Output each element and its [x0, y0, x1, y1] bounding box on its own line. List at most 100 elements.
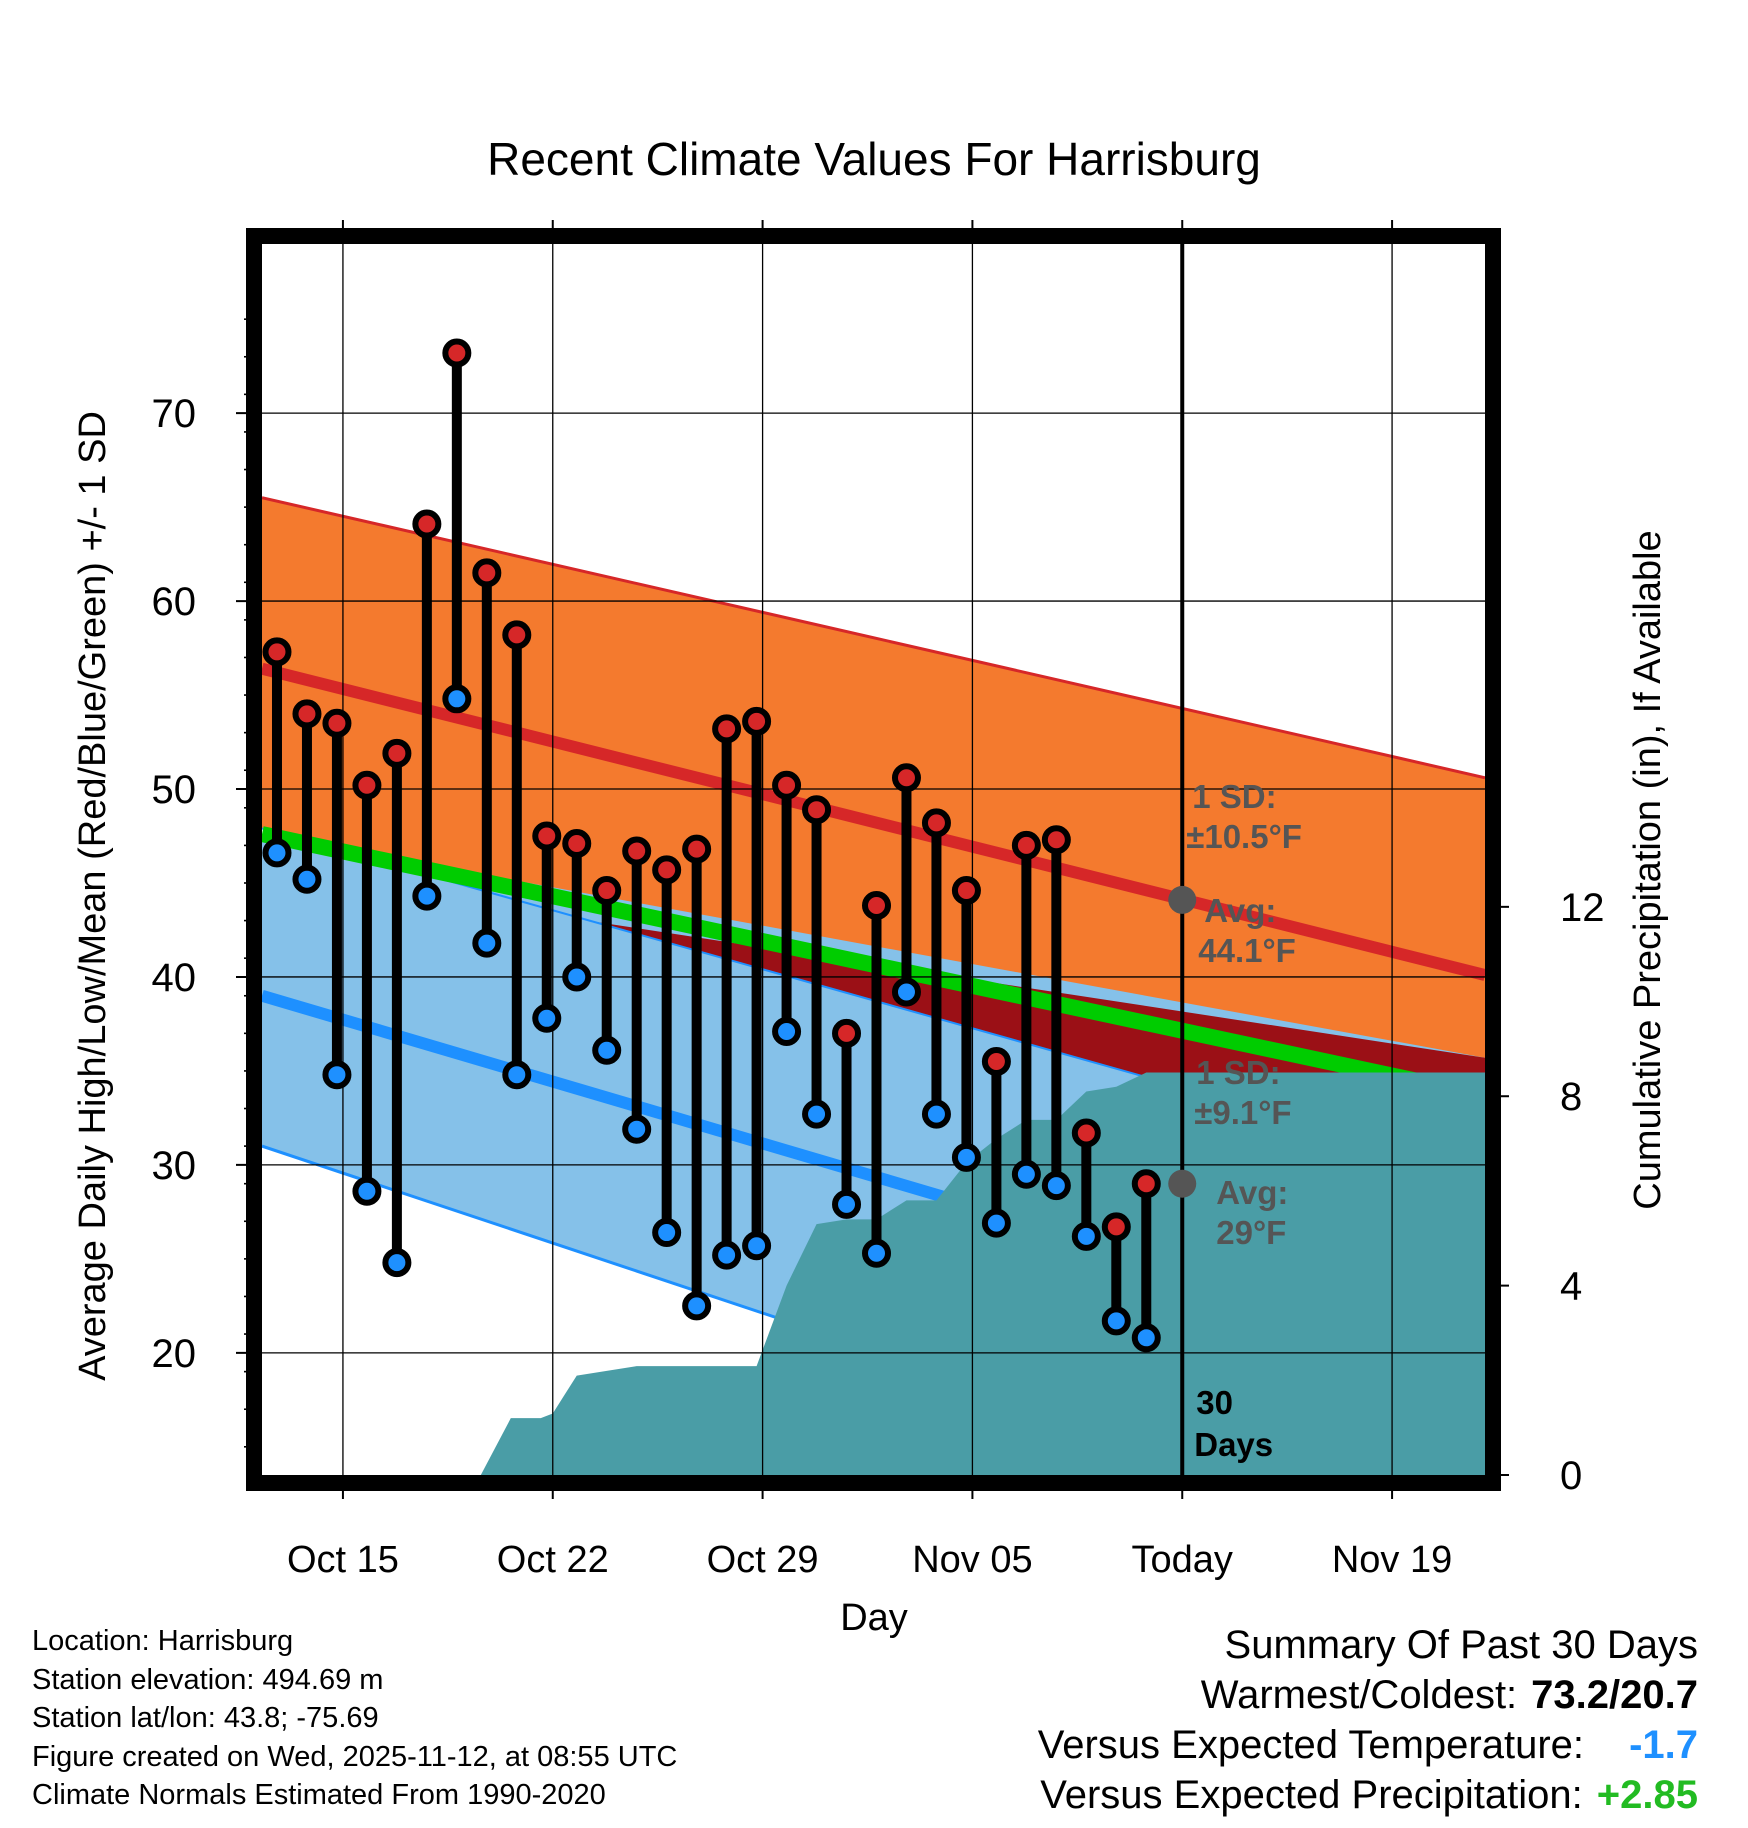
annotation-high-avg-label: Avg: — [1204, 892, 1276, 929]
x-tick-label: Oct 15 — [287, 1539, 399, 1581]
today-low-marker — [1168, 1169, 1197, 1198]
daily-high-point — [322, 708, 352, 738]
daily-low-point — [832, 1189, 862, 1219]
daily-high-point — [712, 714, 742, 744]
summary-title: Summary Of Past 30 Days — [1224, 1623, 1698, 1667]
daily-high-point — [832, 1018, 862, 1048]
station-info: Location: Harrisburg Station elevation: … — [32, 1622, 677, 1815]
daily-high-point — [921, 808, 951, 838]
daily-low-point — [1041, 1171, 1071, 1201]
daily-high-point — [891, 763, 921, 793]
y-tick-label: 70 — [152, 392, 197, 436]
today-high-marker — [1168, 885, 1197, 914]
y-tick-label: 50 — [152, 768, 197, 812]
daily-low-point — [981, 1208, 1011, 1238]
info-normals: Climate Normals Estimated From 1990-2020 — [32, 1779, 606, 1811]
daily-low-point — [292, 864, 322, 894]
daily-high-point — [802, 795, 832, 825]
daily-low-point — [1071, 1221, 1101, 1251]
daily-high-point — [861, 891, 891, 921]
y2-tick-label: 12 — [1560, 886, 1605, 930]
warm-cold-value: 73.2/20.7 — [1531, 1673, 1698, 1717]
normal-high-line — [262, 662, 1485, 981]
summary-panel: Summary Of Past 30 Days Warmest/Coldest:… — [1038, 1620, 1698, 1820]
daily-low-point — [951, 1142, 981, 1172]
daily-high-point — [292, 699, 322, 729]
daily-low-point — [532, 1003, 562, 1033]
precip-anomaly-label: Versus Expected Precipitation: — [1040, 1773, 1583, 1817]
daily-low-point — [472, 928, 502, 958]
daily-high-point — [1071, 1118, 1101, 1148]
annotation-days-label: Days — [1194, 1426, 1273, 1463]
temp-anomaly-value: -1.7 — [1629, 1723, 1698, 1767]
daily-high-point — [502, 620, 532, 650]
daily-high-point — [981, 1047, 1011, 1077]
info-elevation: Station elevation: 494.69 m — [32, 1663, 384, 1696]
annotation-days-count: 30 — [1196, 1384, 1233, 1421]
daily-high-point — [532, 821, 562, 851]
daily-high-point — [442, 338, 472, 368]
y-axis-label: Average Daily High/Low/Mean (Red/Blue/Gr… — [72, 411, 114, 1381]
daily-low-point — [592, 1035, 622, 1065]
chart-title: Recent Climate Values For Harrisburg — [487, 133, 1261, 185]
daily-low-point — [1101, 1306, 1131, 1336]
daily-high-point — [562, 829, 592, 859]
y-tick-label: 20 — [152, 1332, 197, 1376]
daily-high-point — [951, 876, 981, 906]
annotation-low-avg-label: Avg: — [1216, 1174, 1288, 1211]
precip-area — [480, 1072, 1485, 1475]
daily-low-point — [382, 1248, 412, 1278]
daily-low-point — [442, 684, 472, 714]
annotation-low-avg-value: 29°F — [1216, 1214, 1286, 1251]
x-axis-label: Day — [840, 1597, 908, 1639]
daily-low-point — [712, 1240, 742, 1270]
y2-tick-label: 4 — [1560, 1265, 1582, 1309]
daily-low-point — [262, 838, 292, 868]
daily-low-point — [921, 1099, 951, 1129]
daily-high-point — [652, 855, 682, 885]
daily-low-point — [322, 1060, 352, 1090]
precip-anomaly-value: +2.85 — [1596, 1773, 1698, 1817]
daily-high-point — [262, 637, 292, 667]
daily-high-point — [682, 834, 712, 864]
daily-high-point — [772, 770, 802, 800]
daily-low-point — [652, 1218, 682, 1248]
daily-low-point — [1131, 1323, 1161, 1353]
warm-cold-label: Warmest/Coldest: — [1200, 1673, 1518, 1717]
annotation-low-sd-value: ±9.1°F — [1194, 1094, 1291, 1131]
daily-low-point — [502, 1060, 532, 1090]
x-tick-label: Today — [1132, 1539, 1233, 1581]
high-upper-edge — [262, 496, 1485, 780]
annotation-high-avg-value: 44.1°F — [1198, 932, 1296, 969]
annotation-high-sd-value: ±10.5°F — [1186, 818, 1302, 855]
daily-low-point — [682, 1291, 712, 1321]
info-created: Figure created on Wed, 2025-11-12, at 08… — [32, 1740, 678, 1773]
daily-high-point — [472, 558, 502, 588]
daily-low-point — [412, 881, 442, 911]
daily-low-point — [891, 977, 921, 1007]
info-location: Location: Harrisburg — [32, 1625, 294, 1657]
daily-low-point — [861, 1238, 891, 1268]
daily-high-point — [352, 770, 382, 800]
y-tick-label: 30 — [152, 1144, 197, 1188]
annotation-high-sd-label: 1 SD: — [1192, 778, 1276, 815]
daily-high-point — [592, 876, 622, 906]
temp-anomaly-label: Versus Expected Temperature: — [1037, 1723, 1584, 1767]
info-latlon: Station lat/lon: 43.8; -75.69 — [32, 1702, 379, 1734]
x-tick-label: Nov 19 — [1332, 1539, 1452, 1581]
daily-low-point — [1011, 1159, 1041, 1189]
daily-high-point — [1011, 830, 1041, 860]
daily-high-point — [382, 738, 412, 768]
y2-tick-label: 8 — [1560, 1075, 1582, 1119]
plot-frame — [246, 228, 1501, 1491]
daily-high-point — [412, 509, 442, 539]
y-tick-label: 60 — [152, 580, 197, 624]
daily-low-point — [742, 1231, 772, 1261]
x-tick-label: Oct 22 — [497, 1539, 609, 1581]
x-tick-label: Nov 05 — [912, 1539, 1032, 1581]
daily-low-point — [802, 1099, 832, 1129]
daily-low-point — [352, 1176, 382, 1206]
daily-high-point — [1101, 1212, 1131, 1242]
